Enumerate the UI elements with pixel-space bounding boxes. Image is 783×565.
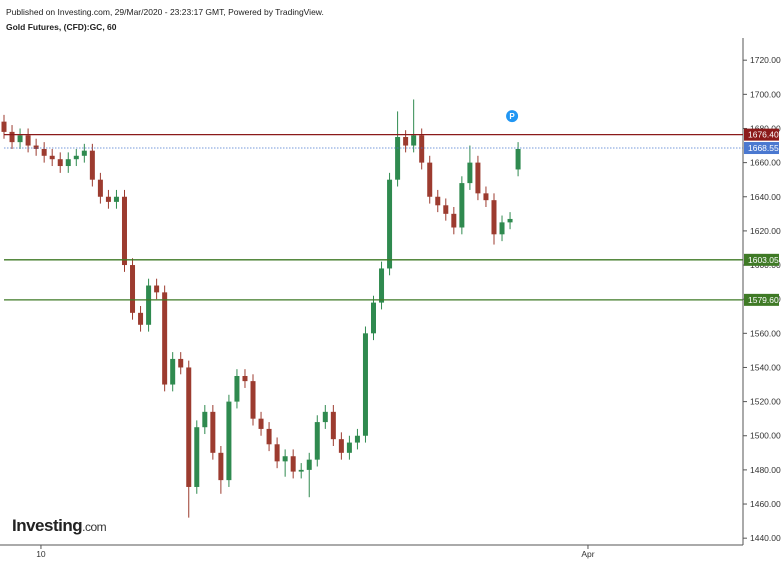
candle-body [322, 411, 328, 423]
logo-suffix: .com [82, 520, 107, 534]
price-label-box [744, 128, 779, 141]
logo: Investing.com [12, 516, 107, 535]
y-tick-label: 1620.00 [750, 226, 781, 236]
candle-body [306, 459, 312, 470]
price-label-box [744, 293, 779, 306]
candle-body [138, 312, 144, 325]
candle-body [130, 265, 136, 313]
candle-body [41, 148, 47, 156]
candle-body [515, 148, 521, 170]
y-tick-label: 1520.00 [750, 397, 781, 407]
candle-body [330, 411, 336, 440]
candle-body [194, 427, 200, 487]
candle-body [162, 292, 168, 385]
candle-body [17, 135, 23, 143]
candle-body [443, 205, 449, 214]
candle-body [146, 285, 152, 325]
candle-body [282, 456, 288, 462]
candle-body [354, 435, 360, 443]
candle-body [298, 469, 304, 472]
y-tick-label: 1500.00 [750, 431, 781, 441]
published-note: Published on Investing.com, 29/Mar/2020 … [6, 7, 324, 17]
candle-body [234, 376, 240, 402]
marker-label: P [509, 112, 515, 121]
price-label-box [744, 253, 779, 266]
y-tick-label: 1680.00 [750, 123, 781, 133]
marker-icon [506, 110, 519, 123]
candle-body [507, 218, 513, 223]
candle-body [178, 358, 184, 368]
candle-body [242, 376, 248, 382]
x-tick-label: Apr [581, 549, 594, 559]
y-tick-label: 1640.00 [750, 192, 781, 202]
candle-body [113, 196, 119, 202]
candle-body [33, 145, 39, 149]
y-tick-label: 1480.00 [750, 465, 781, 475]
candle-body [362, 333, 368, 436]
candle-body [475, 162, 481, 194]
candle-body [491, 200, 497, 235]
candle-body [1, 121, 7, 132]
chart-title: Gold Futures, (CFD):GC, 60 [6, 22, 117, 32]
candle-body [499, 222, 505, 235]
candle-body [170, 358, 176, 385]
candle-body [451, 213, 457, 228]
candle-body [154, 285, 160, 293]
price-label: 1676.40 [748, 130, 779, 140]
candle-body [25, 135, 31, 146]
candle-body [258, 418, 264, 429]
y-tick-label: 1700.00 [750, 89, 781, 99]
candle-body [73, 155, 79, 160]
candle-body [9, 131, 15, 143]
candle-body [81, 150, 87, 156]
logo-text: Investing [12, 516, 82, 535]
candle-body [105, 196, 111, 202]
y-tick-label: 1720.00 [750, 55, 781, 65]
candle-body [250, 381, 256, 419]
candle-body [218, 452, 224, 481]
price-label: 1603.05 [748, 255, 779, 265]
candle-body [371, 302, 376, 334]
candle-body [121, 196, 127, 266]
candle-body [387, 179, 393, 269]
candle-body [435, 196, 441, 206]
candle-body [419, 135, 425, 163]
candle-body [403, 137, 409, 146]
candle-body [274, 444, 280, 462]
candle-body [338, 439, 344, 453]
candle-body [97, 179, 103, 197]
candle-body [65, 159, 71, 167]
price-label: 1579.60 [748, 295, 779, 305]
candle-body [202, 411, 208, 428]
candle-body [459, 183, 465, 228]
candle-body [314, 422, 320, 460]
candle-body [49, 155, 55, 160]
y-tick-label: 1460.00 [750, 499, 781, 509]
y-tick-label: 1540.00 [750, 362, 781, 372]
price-label-box [744, 142, 779, 155]
y-tick-label: 1560.00 [750, 328, 781, 338]
y-tick-label: 1660.00 [750, 158, 781, 168]
candle-body [395, 137, 401, 180]
candle-body [266, 428, 272, 445]
y-tick-label: 1440.00 [750, 533, 781, 543]
candle-body [427, 162, 433, 197]
candle-body [346, 442, 352, 453]
candle-body [379, 268, 385, 303]
candle-body [210, 411, 216, 453]
candle-body [89, 150, 95, 180]
candle-body [483, 193, 489, 201]
candle-body [411, 135, 417, 146]
candle-body [57, 159, 63, 167]
candle-body [226, 401, 232, 481]
candle-body [290, 456, 296, 472]
price-label: 1668.55 [748, 143, 779, 153]
x-tick-label: 10 [36, 549, 46, 559]
candle-body [186, 367, 192, 487]
candle-body [467, 162, 473, 184]
